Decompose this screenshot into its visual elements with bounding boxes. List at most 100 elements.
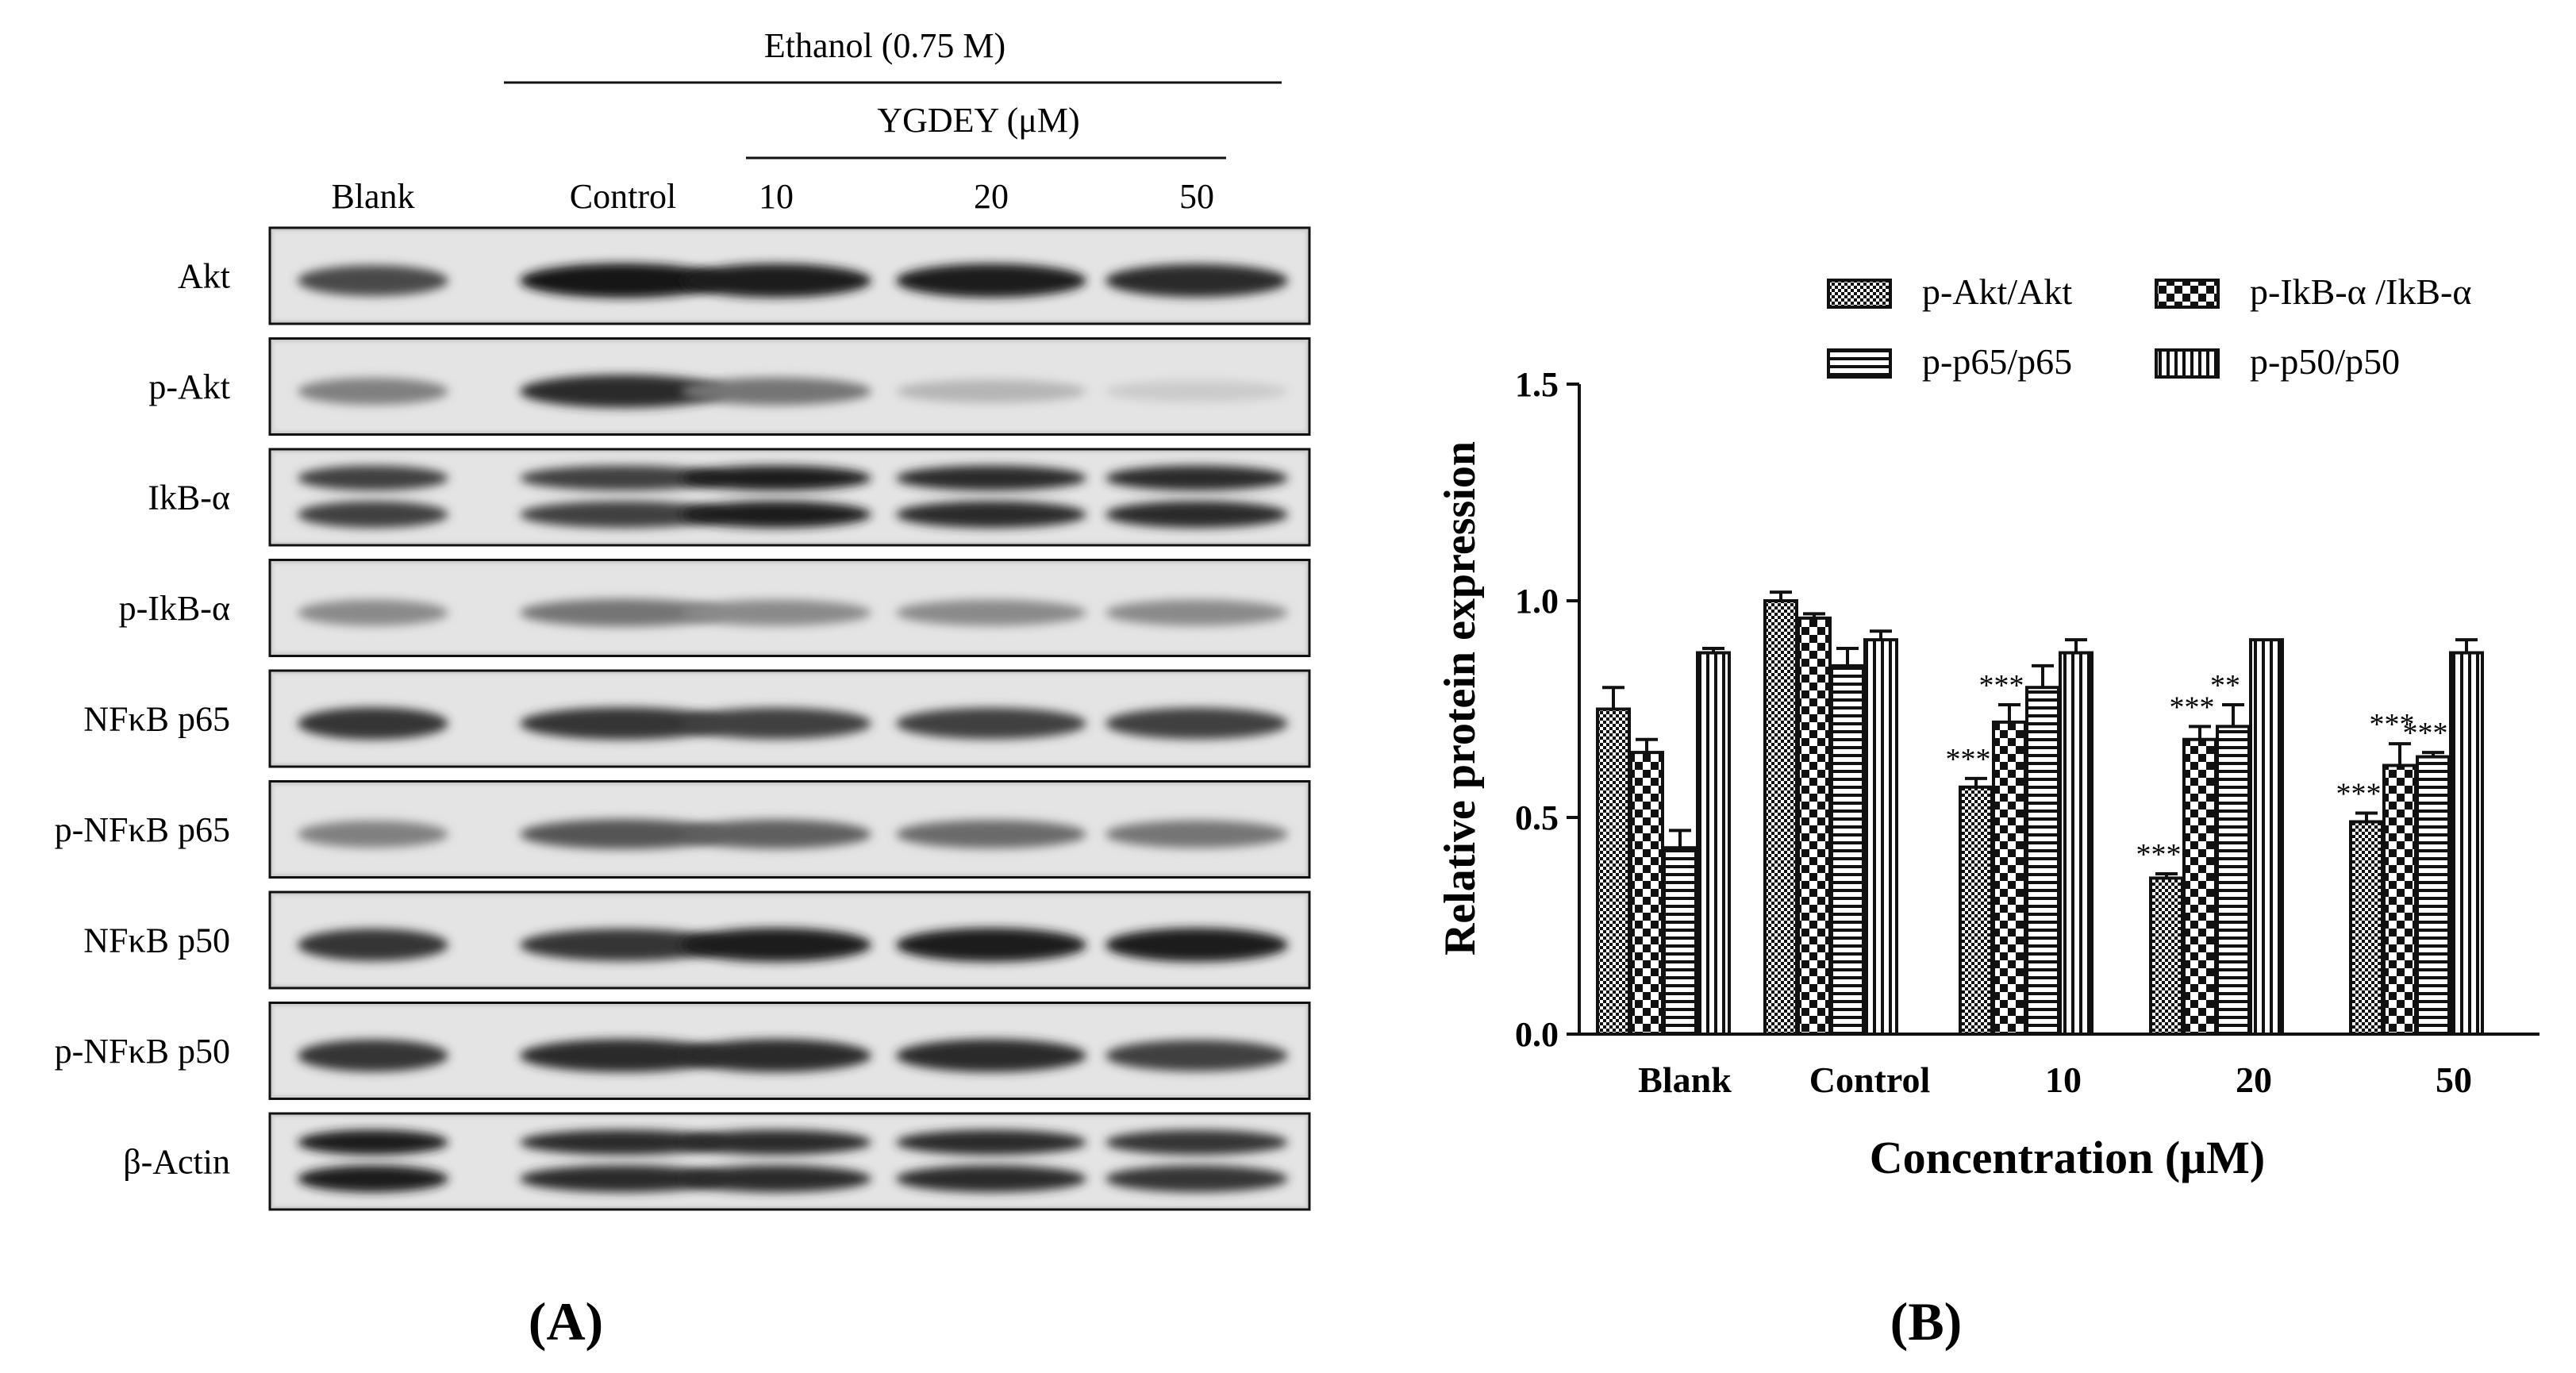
bar xyxy=(1797,616,1832,1036)
blot-band xyxy=(1105,928,1288,962)
blot-band xyxy=(520,707,726,740)
x-tick-label: 10 xyxy=(2045,1060,2082,1100)
blot-band xyxy=(896,501,1086,529)
blot-band xyxy=(298,378,448,405)
blot-row: Akt xyxy=(178,226,1311,325)
chart-axes: 0.0 0.5 1.0 1.5 Blank Control 10 20 50 xyxy=(1515,365,2539,1100)
blot-band xyxy=(681,465,871,491)
blot-band xyxy=(896,465,1086,491)
bar xyxy=(1596,707,1631,1036)
chart-legend: p-Akt/Akt p-IkB-α /IkB-α p-p65/p65 p-p50/p5… xyxy=(1827,271,2471,382)
blot-band xyxy=(896,1165,1086,1193)
y-axis-label: Relative protein expression xyxy=(1436,441,1485,956)
y-tick-label: 1.0 xyxy=(1515,582,1559,621)
lane-label: 20 xyxy=(974,177,1009,216)
bar xyxy=(1763,599,1798,1036)
blot-row-label: β-Actin xyxy=(123,1143,230,1182)
x-tick-label: Blank xyxy=(1638,1060,1732,1100)
legend-swatch xyxy=(2155,348,2220,379)
blot-band xyxy=(520,598,726,627)
blot-band xyxy=(298,1039,448,1072)
chart-significance-marks: *********************** xyxy=(1946,669,2448,871)
y-tick-label: 1.5 xyxy=(1515,365,1559,404)
blot-band xyxy=(896,1039,1086,1072)
blot-band xyxy=(681,1129,871,1156)
significance-mark: *** xyxy=(2403,717,2448,750)
blot-row: NFκB p50 xyxy=(83,890,1311,990)
bar xyxy=(2182,737,2217,1036)
blot-band xyxy=(520,465,726,491)
western-blot-panel: Akt p-Akt IkB-α p-IkB-α NFκB p65 p-NFκB p65 NF… xyxy=(55,226,1311,1211)
blot-row-label: p-Akt xyxy=(148,367,230,406)
lane-label: 50 xyxy=(1179,177,1214,216)
blot-band xyxy=(681,501,871,529)
blot-band xyxy=(520,375,726,408)
legend-label: p-Akt/Akt xyxy=(1922,271,2072,312)
blot-band xyxy=(896,820,1086,848)
blot-band xyxy=(520,1165,726,1193)
blot-band xyxy=(681,928,871,962)
bar xyxy=(2149,876,2184,1036)
blot-band xyxy=(896,599,1086,626)
bar xyxy=(2025,686,2060,1036)
x-axis-label: Concentration (μM) xyxy=(1870,1132,2265,1183)
blot-band xyxy=(520,1039,726,1072)
blot-row: β-Actin xyxy=(123,1112,1311,1211)
blot-row-label: p-NFκB p65 xyxy=(55,810,230,849)
legend-swatch xyxy=(2155,279,2220,309)
blot-band xyxy=(1105,465,1288,491)
bar xyxy=(2059,651,2093,1036)
blot-band xyxy=(520,929,726,961)
legend-swatch xyxy=(1827,279,1892,309)
bar xyxy=(2382,763,2417,1036)
significance-mark: *** xyxy=(2170,690,2215,724)
panel-b-label: (B) xyxy=(1890,1291,1963,1352)
significance-mark: *** xyxy=(1946,743,1991,776)
bar xyxy=(1959,785,1994,1036)
blot-band xyxy=(896,707,1086,740)
blot-row: p-IkB-α xyxy=(119,559,1311,657)
blot-band xyxy=(1105,380,1288,402)
x-tick-label: 50 xyxy=(2436,1060,2472,1100)
blot-band xyxy=(896,263,1086,298)
blot-band xyxy=(298,501,448,529)
y-tick-label: 0.0 xyxy=(1515,1015,1559,1054)
blot-band xyxy=(1105,820,1288,848)
panel-a-label: (A) xyxy=(529,1291,603,1352)
blot-band xyxy=(1105,599,1288,626)
blot-band xyxy=(681,1039,871,1072)
bar xyxy=(1629,751,1664,1036)
blot-row: IkB-α xyxy=(148,448,1311,547)
blot-band xyxy=(1105,1165,1288,1193)
blot-band xyxy=(1105,1040,1288,1071)
significance-mark: *** xyxy=(2136,838,2182,871)
blot-band xyxy=(520,819,726,849)
blot-band xyxy=(896,379,1086,403)
lane-label: Control xyxy=(570,177,676,216)
chart-error-bars xyxy=(1602,590,2478,879)
bar xyxy=(2416,755,2451,1036)
blot-row: NFκB p65 xyxy=(83,669,1311,768)
bar xyxy=(2216,725,2251,1036)
blot-band xyxy=(298,1129,448,1156)
x-tick-label: Control xyxy=(1809,1060,1931,1100)
lane-label: Blank xyxy=(331,177,414,216)
blot-row-label: p-IkB-α xyxy=(119,589,230,628)
blot-band xyxy=(298,707,448,740)
blot-band xyxy=(896,1129,1086,1156)
blot-band xyxy=(896,928,1086,962)
blot-band xyxy=(298,929,448,961)
ethanol-label: Ethanol (0.75 M) xyxy=(764,26,1005,65)
blot-band xyxy=(681,1165,871,1193)
blot-band xyxy=(298,465,448,491)
blot-band xyxy=(298,599,448,626)
blot-band xyxy=(681,599,871,626)
blot-row-label: Akt xyxy=(178,257,230,296)
blot-row-label: NFκB p50 xyxy=(83,921,230,960)
blot-band xyxy=(298,1165,448,1193)
legend-label: p-IkB-α /IkB-α xyxy=(2250,271,2471,312)
bar xyxy=(1992,720,2027,1036)
blot-row: p-NFκB p50 xyxy=(55,1002,1311,1100)
legend-swatch xyxy=(1827,348,1892,379)
blot-band xyxy=(1105,707,1288,740)
